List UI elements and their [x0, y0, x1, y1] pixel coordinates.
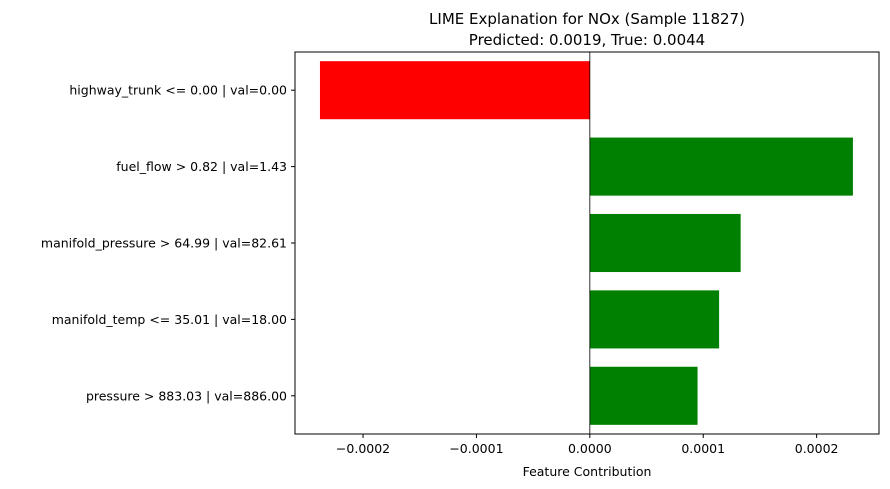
y-tick-label-3: manifold_temp <= 35.01 | val=18.00: [52, 312, 287, 327]
bars-group: [319, 61, 853, 425]
bar-1: [589, 137, 853, 196]
bar-2: [589, 213, 741, 273]
bar-0: [319, 61, 590, 120]
x-axis-label: Feature Contribution: [523, 464, 652, 479]
y-tick-label-2: manifold_pressure > 64.99 | val=82.61: [41, 236, 287, 251]
x-tick-label-0: −0.0002: [336, 441, 390, 456]
x-ticks-group: −0.0002 −0.0001 0.0000 0.0001 0.0002: [336, 434, 839, 456]
bar-3: [589, 290, 720, 349]
plot-area: highway_trunk <= 0.00 | val=0.00 fuel_flo…: [41, 51, 880, 456]
y-ticks-group: highway_trunk <= 0.00 | val=0.00 fuel_flo…: [41, 83, 295, 403]
y-tick-label-4: pressure > 883.03 | val=886.00: [86, 388, 287, 403]
chart-title-line2: Predicted: 0.0019, True: 0.0044: [469, 31, 705, 49]
y-tick-label-0: highway_trunk <= 0.00 | val=0.00: [69, 83, 287, 98]
x-tick-label-1: −0.0001: [449, 441, 503, 456]
bar-4: [589, 366, 698, 425]
x-tick-label-4: 0.0002: [795, 441, 839, 456]
y-tick-label-1: fuel_flow > 0.82 | val=1.43: [116, 159, 287, 174]
chart-title-line1: LIME Explanation for NOx (Sample 11827): [429, 10, 745, 28]
x-tick-label-2: 0.0000: [568, 441, 612, 456]
x-tick-label-3: 0.0001: [681, 441, 725, 456]
